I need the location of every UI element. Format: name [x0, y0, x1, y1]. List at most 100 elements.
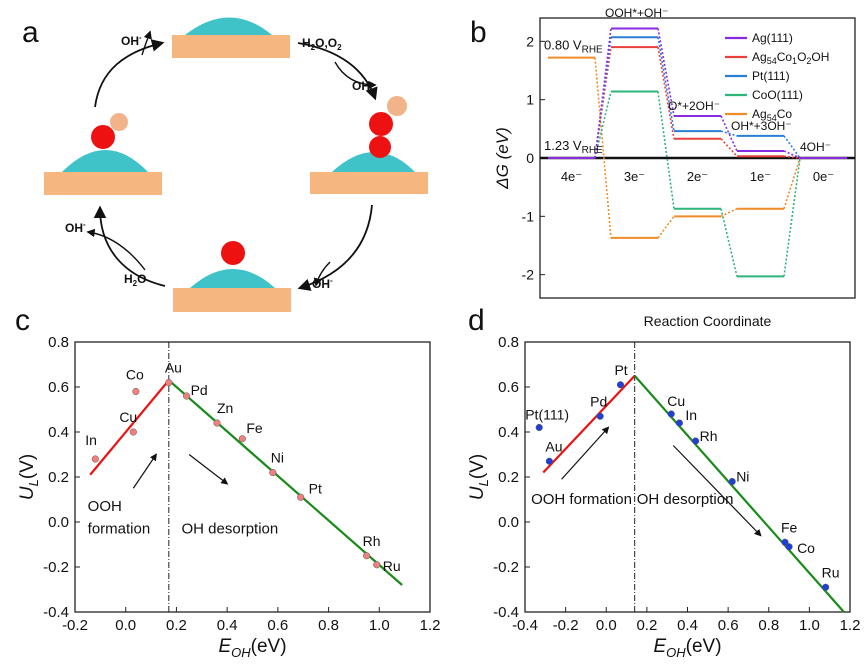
y-axis-label: UL(V) [17, 454, 41, 500]
panel-label-d: d [468, 304, 485, 337]
point-label: Fe [781, 519, 798, 535]
point-label: Cu [667, 393, 685, 409]
point-label: Au [545, 438, 562, 454]
connector [783, 157, 801, 209]
slab-left [44, 113, 162, 195]
x-tick-label: 0.0 [596, 617, 617, 634]
panel-label-a: a [22, 16, 39, 49]
y-tick-label: -0.4 [493, 604, 519, 621]
x-tick-label: -0.2 [62, 617, 88, 634]
region-label: OH desorption [182, 520, 279, 537]
arrow-oh [188, 454, 229, 485]
data-point [616, 381, 625, 389]
oxygen-atom [369, 136, 391, 158]
annotation-080: 0.80 VRHE [544, 38, 603, 56]
data-point [183, 392, 191, 400]
data-point [822, 583, 830, 591]
annotation-123: 1.23 VRHE [544, 138, 603, 156]
arrow-oh-adsorb [86, 228, 146, 271]
data-point [535, 423, 543, 432]
panel-d: d -0.4 -0.2 0.0 0.2 0.4 0.6 0.8 1.0 1.2 -0.4 -0.2 0… [467, 304, 860, 660]
y-tick-label: 0.4 [48, 424, 69, 441]
region-label: OH desorption [637, 491, 734, 508]
point-label: Fe [246, 420, 263, 436]
legend-label: Ag54Co1O2OH [752, 50, 829, 66]
data-point [596, 412, 604, 420]
connector [657, 215, 675, 239]
point-label: Pt [309, 480, 322, 496]
step-label: 1e⁻ [750, 169, 771, 184]
slab-top [172, 17, 290, 58]
panel-c: c -0.2 0.0 0.2 0.4 0.6 0.8 1.0 1.2-0.4-0.20.00.… [15, 304, 440, 660]
point-label: Co [797, 540, 815, 556]
connector [720, 115, 738, 152]
data-point [213, 419, 221, 427]
intermediate-label: O*+2OH⁻ [668, 99, 720, 113]
point-label: Ni [271, 450, 284, 466]
arrow-ooh [132, 453, 157, 489]
hydrogen-atom [110, 113, 128, 131]
y-tick-label: 0.2 [48, 469, 69, 486]
y-tick-label: -2 [522, 267, 535, 283]
x-tick-label: 0.6 [267, 617, 288, 634]
y-tick-label: 0.6 [498, 379, 519, 396]
point-label: Ni [736, 469, 749, 485]
arrow-bottom-to-left [93, 205, 166, 287]
fit-line-left [89, 379, 170, 476]
x-tick-label: 1.0 [369, 617, 390, 634]
connector [657, 37, 675, 132]
region-label: formation [88, 520, 151, 537]
arrow-top-to-right [297, 42, 378, 101]
y-tick-label: 0.8 [498, 334, 519, 351]
region-label: OOH formation [531, 491, 632, 508]
intermediate-label: OOH*+OH⁻ [605, 6, 668, 20]
x-tick-label: 1.2 [840, 617, 861, 634]
connector [594, 28, 612, 159]
arrow-release-oh-bottom [313, 261, 331, 287]
arrow-oh [672, 445, 762, 537]
y-axis-label: ΔG (eV) [493, 127, 512, 189]
panel-label-b: b [470, 16, 487, 49]
x-tick-label: 1.2 [420, 617, 441, 634]
x-axis-label: Reaction Coordinate [644, 313, 772, 329]
x-tick-label: 0.8 [758, 617, 779, 634]
x-tick-label: 1.0 [799, 617, 820, 634]
x-axis-label: EOH(eV) [218, 636, 286, 660]
legend-label: Ag(111) [752, 31, 793, 45]
arrow-ooh [561, 426, 610, 480]
point-label: Co [126, 367, 144, 383]
y-tick-label: 0.4 [498, 424, 519, 441]
hydrogen-atom [387, 96, 407, 116]
y-tick-label: 2 [526, 33, 534, 49]
connector [657, 47, 675, 139]
y-axis-label: UL(V) [467, 454, 491, 500]
x-tick-label: 0.4 [677, 617, 698, 634]
data-point [165, 378, 173, 387]
oxygen-atom [221, 241, 245, 265]
point-label: In [85, 432, 97, 448]
data-point [785, 543, 793, 551]
x-tick-label: 0.6 [718, 617, 739, 634]
y-tick-label: 1 [526, 92, 534, 108]
step-label: 2e⁻ [687, 169, 708, 184]
intermediate-label: 4OH⁻ [800, 140, 831, 154]
data-point [129, 428, 137, 436]
data-point [269, 468, 277, 477]
panel-b: b -2 -1 0 1 2 ΔG (eV) Reaction Coordinate 4e⁻ 3e… [470, 6, 856, 329]
x-axis-label: EOH(eV) [653, 636, 721, 660]
label-h2o: H2O [124, 272, 146, 288]
point-label: Cu [119, 409, 137, 425]
connector [783, 155, 801, 159]
oxygen-atom [91, 125, 115, 149]
connector [783, 157, 801, 277]
label-oh-top: OH- [121, 33, 142, 48]
data-point [373, 561, 381, 569]
x-tick-label: 0.0 [115, 617, 136, 634]
x-tick-label: -0.2 [553, 617, 579, 634]
panel-a: a [22, 16, 428, 312]
connector [720, 208, 738, 277]
step-label: 3e⁻ [624, 169, 645, 184]
step-label: 0e⁻ [813, 169, 834, 184]
x-tick-label: -0.4 [512, 617, 538, 634]
